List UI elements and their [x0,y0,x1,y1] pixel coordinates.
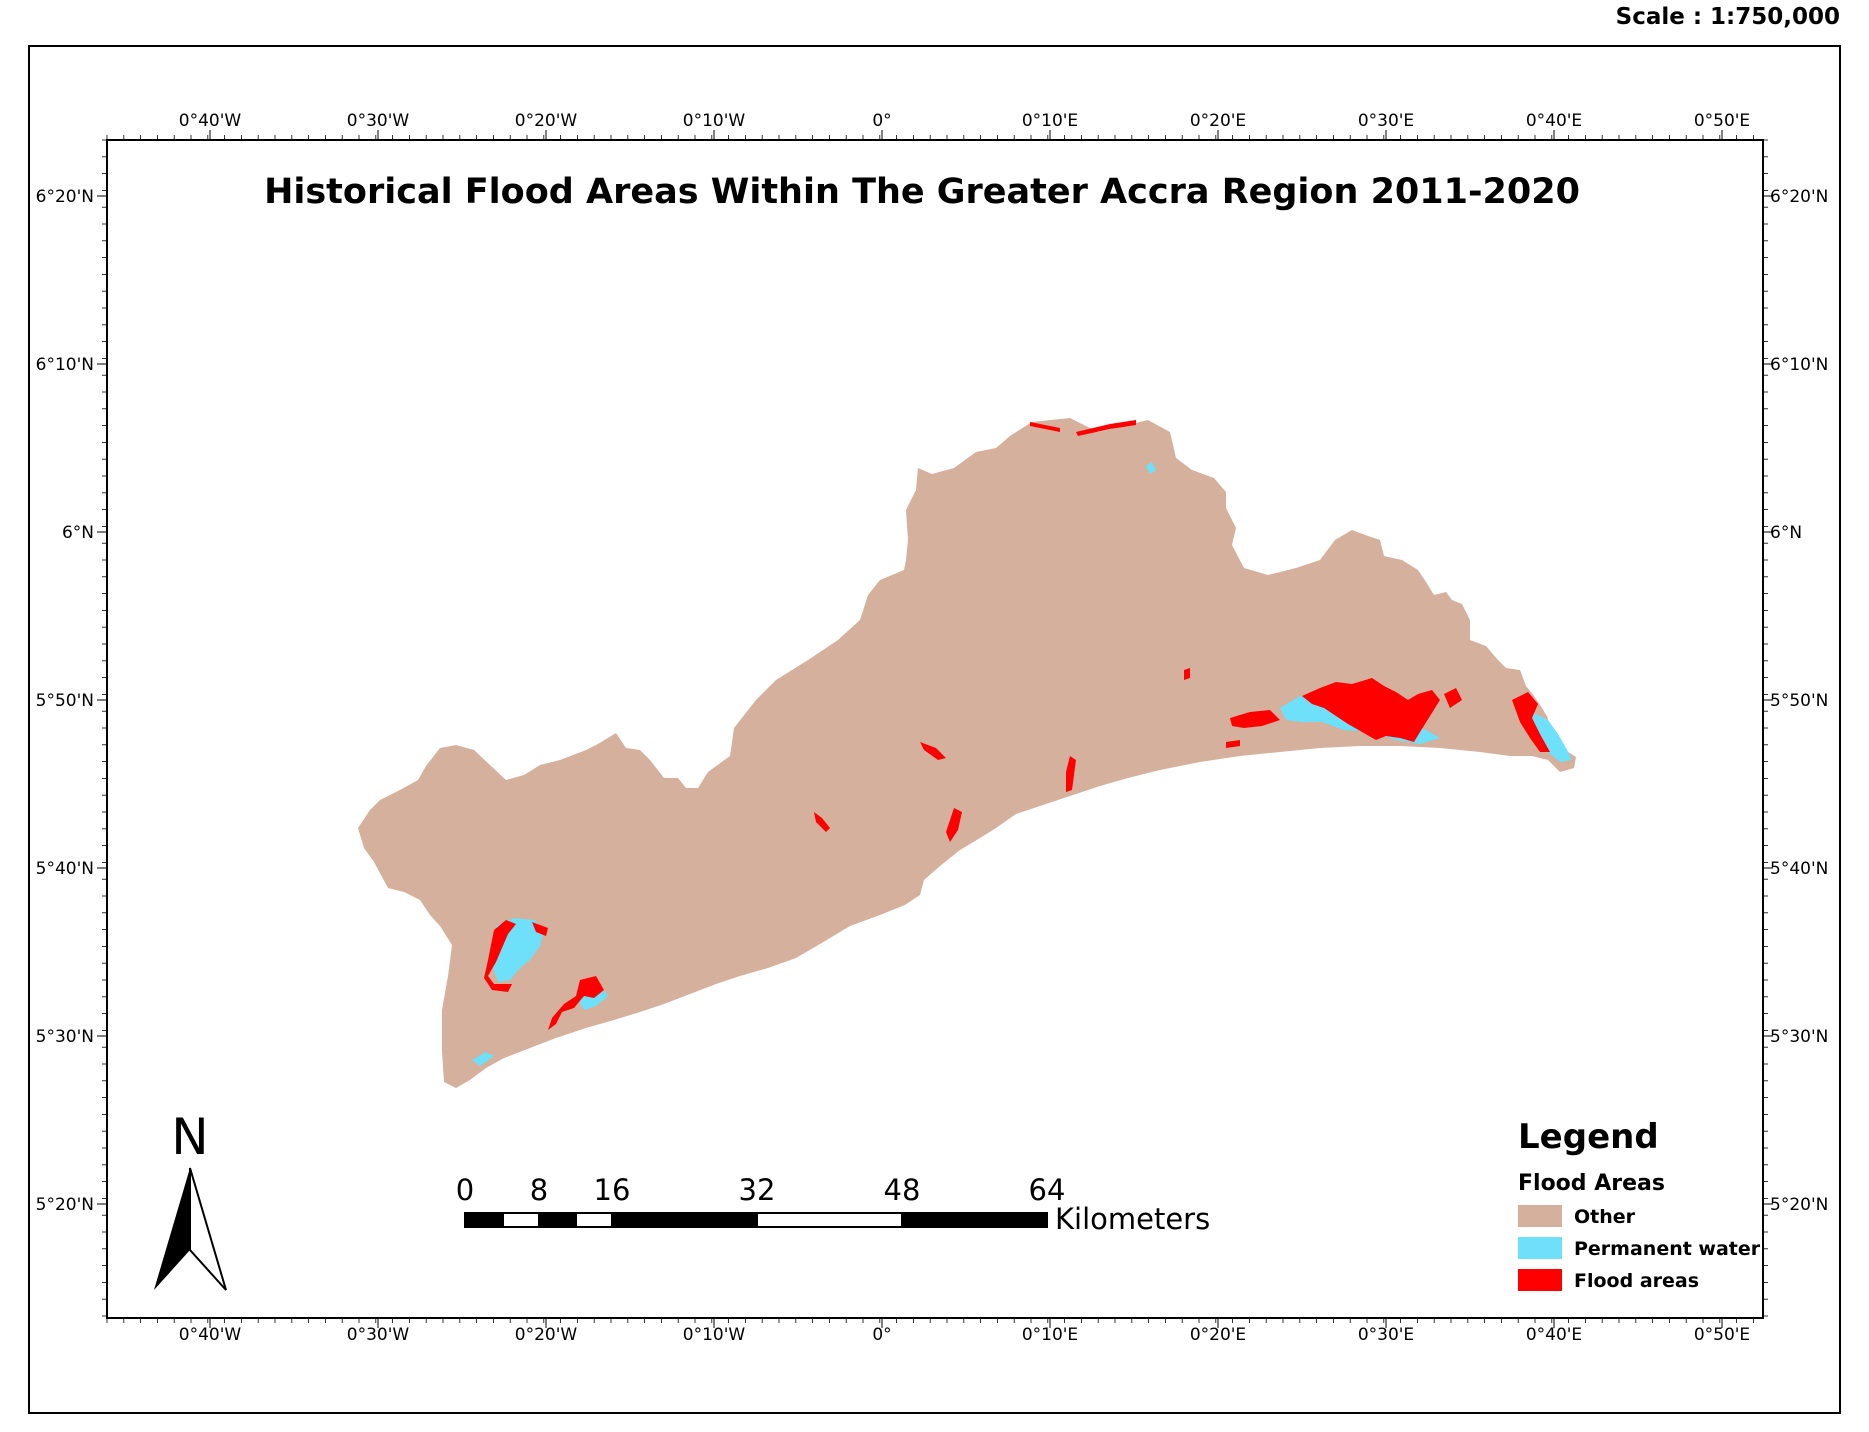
graticule-ticks [97,130,1773,1328]
longitude-label: 0°20'E [1190,111,1246,131]
latitude-label: 6°20'N [36,187,94,207]
scale-bar-label: 64 [1029,1173,1066,1207]
latitude-labels-left: 6°20'N 6°10'N 6°N 5°50'N 5°40'N 5°30'N 5°20'N [36,187,94,1215]
flood-central-4 [1066,756,1076,792]
longitude-label: 0°10'E [1022,1325,1078,1345]
scale-bar-label: 8 [530,1173,548,1207]
longitude-label: 0°20'E [1190,1325,1246,1345]
water-west-coast [472,1052,494,1066]
longitude-label: 0°40'E [1526,1325,1582,1345]
latitude-label: 6°N [62,523,94,543]
flood-volta [1512,692,1550,752]
flood-west-coast [548,976,604,1030]
longitude-label: 0°50'E [1694,1325,1750,1345]
longitude-label: 0° [872,111,891,131]
scale-bar-outline [464,1212,1048,1228]
latitude-label: 6°20'N [1770,187,1828,207]
water-north-reservoir [1146,462,1156,474]
legend-subtitle: Flood Areas [1518,1171,1665,1196]
longitude-label: 0°40'W [179,111,242,131]
flood-west-lagoon-rim-2 [532,922,548,936]
longitude-labels-top: 0°40'W 0°30'W 0°20'W 0°10'W 0° 0°10'E 0°20'E 0°… [179,111,1750,131]
water-volta-mouth [1532,712,1572,762]
legend-item-label: Other [1574,1206,1636,1228]
latitude-label: 5°40'N [1770,859,1828,879]
latitude-label: 5°40'N [36,859,94,879]
legend: Legend Flood Areas Other Permanent water… [1518,1117,1761,1292]
legend-title: Legend [1518,1117,1659,1157]
flood-east-coast [1226,740,1240,748]
flood-east-main-2 [1230,710,1280,728]
latitude-label: 5°30'N [1770,1027,1828,1047]
latitude-label: 6°10'N [1770,355,1828,375]
page-frame [28,45,1841,1414]
flood-central-3 [946,808,962,842]
longitude-label: 0°10'W [683,111,746,131]
north-arrow-letter: N [171,1108,208,1166]
flood-areas [484,420,1550,1030]
scale-bar-segment [575,1212,613,1228]
scale-bar-label: 48 [884,1173,921,1207]
flood-central-2 [814,812,830,832]
north-arrow-right-half [189,1167,227,1291]
legend-swatch-permanent-water [1518,1237,1562,1259]
latitude-label: 6°10'N [36,355,94,375]
longitude-label: 0°30'E [1358,1325,1414,1345]
scale-bar-segment [902,1213,1047,1227]
flood-east-main-3 [1444,688,1462,708]
latitude-label: 5°50'N [1770,691,1828,711]
latitude-label: 6°N [1770,523,1802,543]
latitude-label: 5°30'N [36,1027,94,1047]
longitude-label: 0°50'E [1694,111,1750,131]
flood-west-lagoon-rim [484,920,516,992]
scale-bar-segment [465,1213,503,1227]
scale-bar-unit: Kilometers [1055,1202,1210,1236]
map-frame [106,139,1764,1319]
scale-bar: 0 8 16 32 48 64 Kilometers [456,1173,1210,1236]
greater-accra-region-polygon [358,418,1576,1088]
flood-north-edge-2 [1076,420,1136,436]
flood-central-1 [920,742,946,760]
flood-east-main [1302,678,1440,742]
longitude-label: 0°30'E [1358,111,1414,131]
north-arrow-left-half [154,1168,190,1290]
longitude-label: 0°30'W [347,111,410,131]
longitude-label: 0° [872,1325,891,1345]
map-title: Historical Flood Areas Within The Greate… [264,172,1580,212]
scale-bar-segment [756,1212,903,1228]
latitude-label: 5°50'N [36,691,94,711]
legend-item-label: Flood areas [1574,1270,1699,1292]
latitude-labels-right: 6°20'N 6°10'N 6°N 5°50'N 5°40'N 5°30'N 5°20'N [1770,187,1828,1215]
longitude-label: 0°40'E [1526,111,1582,131]
legend-swatch-flood-areas [1518,1269,1562,1291]
scale-bar-label: 16 [594,1173,631,1207]
legend-item-label: Permanent water [1574,1238,1761,1260]
longitude-label: 0°10'W [683,1325,746,1345]
flood-north-edge [1030,422,1060,432]
latitude-label: 5°20'N [1770,1195,1828,1215]
flood-central-5 [1184,668,1190,680]
longitude-label: 0°20'W [515,1325,578,1345]
scale-bar-segment [612,1213,757,1227]
longitude-labels-bottom: 0°40'W 0°30'W 0°20'W 0°10'W 0° 0°10'E 0°20'E 0°… [179,1325,1750,1345]
latitude-label: 5°20'N [36,1195,94,1215]
legend-swatch-other [1518,1205,1562,1227]
longitude-label: 0°10'E [1022,111,1078,131]
longitude-label: 0°30'W [347,1325,410,1345]
north-arrow: N [154,1108,227,1291]
longitude-label: 0°20'W [515,111,578,131]
longitude-label: 0°40'W [179,1325,242,1345]
scale-bar-label: 32 [739,1173,776,1207]
map-scale-text: Scale : 1:750,000 [1616,4,1840,30]
scale-bar-segment [539,1213,576,1227]
scale-bar-label: 0 [456,1173,474,1207]
scale-bar-segment [502,1212,540,1228]
